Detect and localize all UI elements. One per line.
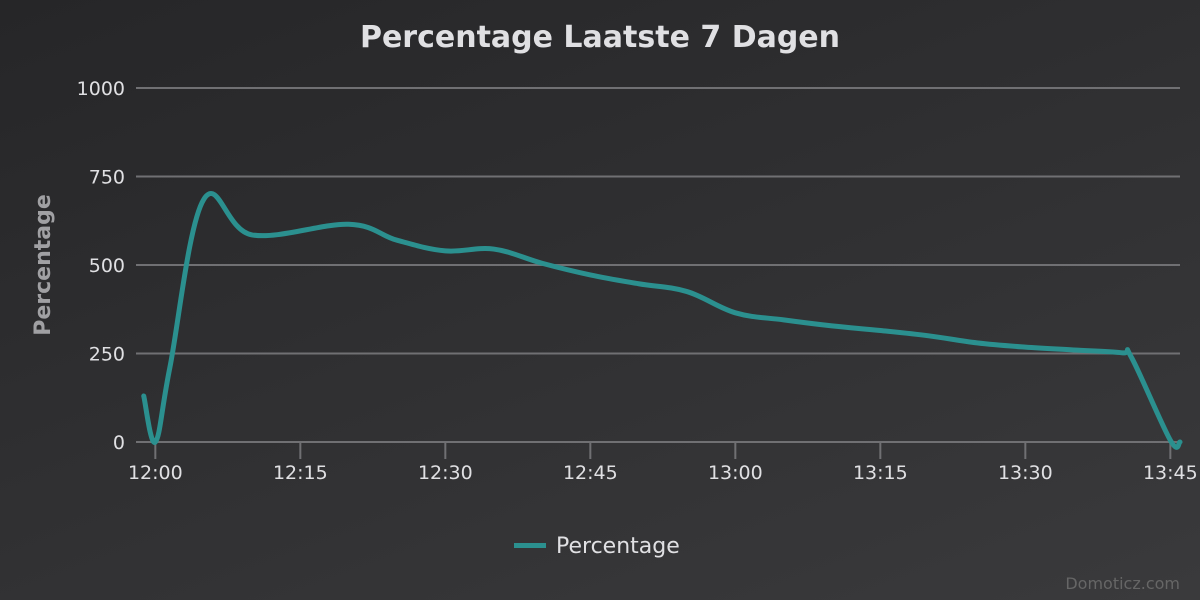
y-tick-label: 750 — [89, 167, 125, 189]
x-tick-label: 12:00 — [128, 462, 183, 484]
x-tick-label: 12:15 — [273, 462, 328, 484]
y-axis-ticks: 0 250 500 750 1000 — [77, 78, 125, 454]
data-point[interactable] — [541, 262, 543, 264]
data-point[interactable] — [976, 342, 978, 344]
y-axis-label: Percentage — [31, 194, 56, 336]
data-point[interactable] — [1169, 439, 1171, 441]
data-point[interactable] — [154, 441, 156, 443]
data-point[interactable] — [1072, 349, 1074, 351]
data-point[interactable] — [202, 198, 204, 200]
x-tick-label: 12:30 — [418, 462, 473, 484]
series-layer — [141, 191, 1183, 450]
series-line-percentage[interactable] — [141, 191, 1183, 450]
y-tick-label: 500 — [89, 255, 125, 277]
x-tick-label: 13:15 — [853, 462, 908, 484]
x-tick-label: 12:45 — [563, 462, 618, 484]
data-point[interactable] — [347, 223, 349, 225]
x-tick-label: 13:00 — [708, 462, 763, 484]
y-tick-label: 250 — [89, 344, 125, 366]
data-point[interactable] — [589, 274, 591, 276]
data-point[interactable] — [444, 250, 446, 252]
data-point[interactable] — [1179, 441, 1181, 443]
data-point[interactable] — [1024, 346, 1026, 348]
x-axis: 12:00 12:15 12:30 12:45 13:00 13:15 13:30 13:45 — [128, 441, 1198, 484]
y-tick-label: 0 — [113, 432, 125, 454]
data-point[interactable] — [251, 234, 253, 236]
data-point[interactable] — [879, 329, 881, 331]
chart-title: Percentage Laatste 7 Dagen — [360, 20, 840, 55]
x-tick-label: 13:45 — [1143, 462, 1198, 484]
data-point[interactable] — [1121, 352, 1123, 354]
data-point[interactable] — [1130, 357, 1132, 359]
data-point[interactable] — [143, 395, 145, 397]
data-point[interactable] — [396, 239, 398, 241]
data-point[interactable] — [169, 366, 171, 368]
data-point[interactable] — [927, 335, 929, 337]
data-point[interactable] — [686, 290, 688, 292]
legend-item-percentage[interactable]: Percentage — [556, 534, 680, 559]
data-point[interactable] — [637, 283, 639, 285]
data-point[interactable] — [734, 312, 736, 314]
grid — [136, 87, 1180, 355]
x-tick-label: 13:30 — [998, 462, 1053, 484]
legend[interactable]: Percentage — [514, 534, 680, 559]
y-tick-label: 1000 — [77, 78, 125, 100]
data-point[interactable] — [831, 325, 833, 327]
legend-swatch-percentage[interactable] — [514, 543, 546, 548]
data-point[interactable] — [492, 248, 494, 250]
data-point[interactable] — [782, 319, 784, 321]
credits-link[interactable]: Domoticz.com — [1065, 574, 1180, 593]
